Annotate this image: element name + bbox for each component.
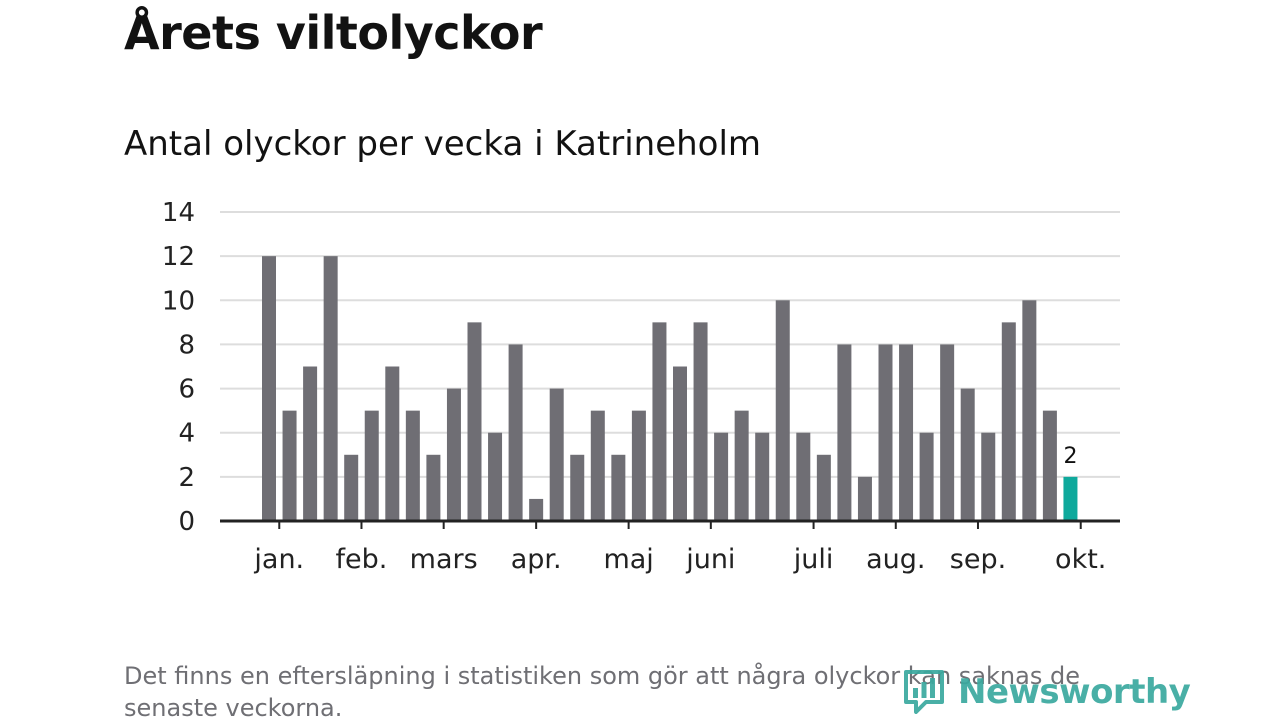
bar <box>714 432 729 521</box>
bar-highlight <box>1063 476 1078 521</box>
x-tick-label: juni <box>685 544 735 575</box>
bar <box>1042 410 1057 521</box>
x-tick-label: maj <box>603 544 653 575</box>
x-tick-label: feb. <box>336 544 388 575</box>
bar <box>282 410 297 521</box>
bar <box>775 300 790 521</box>
bar <box>529 498 544 521</box>
y-tick-label: 8 <box>178 330 195 360</box>
bars <box>262 256 1078 521</box>
x-tick-label: mars <box>410 544 478 575</box>
x-tick-label: aug. <box>866 544 925 575</box>
bar <box>446 388 461 521</box>
bar <box>960 388 975 521</box>
bar <box>734 410 749 521</box>
bar <box>796 432 811 521</box>
footnote: Det finns en eftersläpning i statistiken… <box>124 662 1080 722</box>
bar <box>549 388 564 521</box>
y-tick-label: 14 <box>162 198 195 228</box>
y-tick-label: 2 <box>178 463 195 493</box>
bar <box>652 322 667 521</box>
data-labels: 2 <box>1063 444 1077 469</box>
bar <box>344 454 359 521</box>
bar <box>857 476 872 521</box>
bar <box>590 410 605 521</box>
y-tick-label: 4 <box>178 419 195 449</box>
bar <box>385 366 400 521</box>
chart-subtitle: Antal olyckor per vecka i Katrineholm <box>124 124 762 164</box>
bar <box>488 432 503 521</box>
y-tick-label: 12 <box>162 242 195 272</box>
bar <box>899 344 914 521</box>
y-axis-ticks: 0 2 4 6 8 10 12 14 <box>162 198 195 537</box>
bar <box>755 432 770 521</box>
newsworthy-logo-text: Newsworthy <box>958 672 1191 712</box>
bar <box>816 454 831 521</box>
bar <box>837 344 852 521</box>
bar <box>426 454 441 521</box>
bar <box>940 344 955 521</box>
x-tick-label: sep. <box>950 544 1006 575</box>
chart-title: Årets viltolyckor <box>124 6 543 60</box>
data-label: 2 <box>1063 444 1077 469</box>
bar <box>508 344 523 521</box>
bar <box>919 432 934 521</box>
y-tick-label: 10 <box>162 286 195 316</box>
bar-chart: 0 2 4 6 8 10 12 14 jan. feb. mars apr. maj juni juli a… <box>162 198 1120 575</box>
x-tick-label: okt. <box>1055 544 1106 575</box>
bar <box>878 344 893 521</box>
bar <box>570 454 585 521</box>
x-axis-month-labels: jan. feb. mars apr. maj juni juli aug. sep. okt. <box>253 544 1106 575</box>
bar <box>303 366 318 521</box>
x-axis <box>220 519 1120 529</box>
bar <box>1022 300 1037 521</box>
bar <box>611 454 626 521</box>
x-tick-label: juli <box>793 544 834 575</box>
bar <box>981 432 996 521</box>
bar <box>631 410 646 521</box>
bar <box>467 322 482 521</box>
y-tick-label: 0 <box>178 507 195 537</box>
bar <box>364 410 379 521</box>
newsworthy-logo-icon <box>904 670 944 714</box>
bar <box>693 322 708 521</box>
bar <box>1001 322 1016 521</box>
bar <box>262 256 276 521</box>
x-tick-label: apr. <box>511 544 562 575</box>
newsworthy-logo: Newsworthy <box>902 668 1191 716</box>
bar <box>673 366 687 521</box>
bar <box>323 256 338 521</box>
x-tick-label: jan. <box>253 544 304 575</box>
bar <box>405 410 420 521</box>
y-tick-label: 6 <box>178 375 195 405</box>
